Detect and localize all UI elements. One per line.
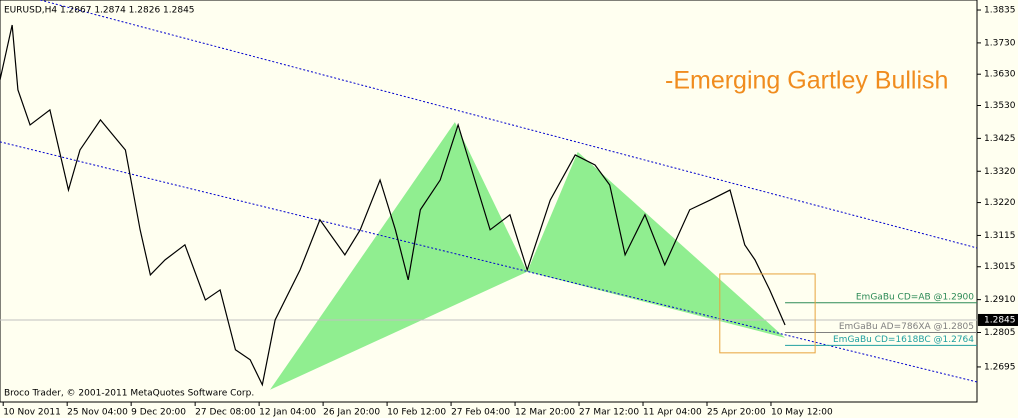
price-tag: 1.2845 bbox=[984, 315, 1016, 325]
plot: EmGaBu CD=AB @1.2900 EmGaBu AD=786XA @1.2… bbox=[0, 0, 978, 390]
y-tick-label: 1.3425 bbox=[984, 134, 1016, 144]
y-tick-label: 1.2805 bbox=[984, 328, 1016, 338]
x-tick-label: 27 Feb 04:00 bbox=[451, 408, 510, 418]
x-tick-label: 27 Mar 12:00 bbox=[579, 408, 639, 418]
y-tick-label: 1.3015 bbox=[984, 262, 1016, 272]
level-label: EmGaBu CD=1618BC @1.2764 bbox=[833, 335, 974, 345]
x-tick-label: 26 Jan 20:00 bbox=[323, 408, 380, 418]
chart-header: EURUSD,H4 1.2867 1.2874 1.2826 1.2845 bbox=[4, 6, 195, 16]
zone-box bbox=[719, 273, 816, 354]
y-tick-label: 1.3730 bbox=[984, 38, 1016, 48]
price-tag-bg bbox=[978, 313, 1018, 326]
level-label: EmGaBu AD=786XA @1.2805 bbox=[839, 322, 974, 332]
x-tick-label: 10 Feb 12:00 bbox=[387, 408, 446, 418]
trend-line bbox=[40, 0, 978, 249]
gartley-triangle bbox=[527, 151, 786, 338]
x-tick-label: 9 Dec 20:00 bbox=[131, 408, 186, 418]
y-tick-label: 1.3530 bbox=[984, 101, 1016, 111]
x-tick-label: 10 Nov 2011 bbox=[3, 408, 61, 418]
x-tick-label: 25 Apr 20:00 bbox=[707, 408, 766, 418]
price-line bbox=[0, 24, 786, 387]
x-tick-label: 11 Apr 04:00 bbox=[643, 408, 702, 418]
y-tick-label: 1.3835 bbox=[984, 6, 1016, 16]
y-tick-label: 1.3630 bbox=[984, 70, 1016, 80]
x-tick-label: 12 Jan 04:00 bbox=[259, 408, 316, 418]
y-tick-label: 1.3220 bbox=[984, 198, 1016, 208]
footer: Broco Trader, © 2001-2011 MetaQuotes Sof… bbox=[4, 389, 254, 399]
chart-title: -Emerging Gartley Bullish bbox=[665, 67, 948, 95]
x-tick-label: 27 Dec 08:00 bbox=[195, 408, 256, 418]
gartley-triangle bbox=[270, 122, 528, 390]
x-tick-label: 12 Mar 20:00 bbox=[515, 408, 575, 418]
y-tick-label: 1.3115 bbox=[984, 231, 1016, 241]
x-tick-label: 10 May 12:00 bbox=[771, 408, 833, 418]
x-tick-label: 25 Nov 04:00 bbox=[67, 408, 128, 418]
y-tick-label: 1.3320 bbox=[984, 167, 1016, 177]
y-tick-label: 1.2695 bbox=[984, 362, 1016, 372]
y-tick-label: 1.2910 bbox=[984, 295, 1016, 305]
level-label: EmGaBu CD=AB @1.2900 bbox=[856, 292, 974, 302]
